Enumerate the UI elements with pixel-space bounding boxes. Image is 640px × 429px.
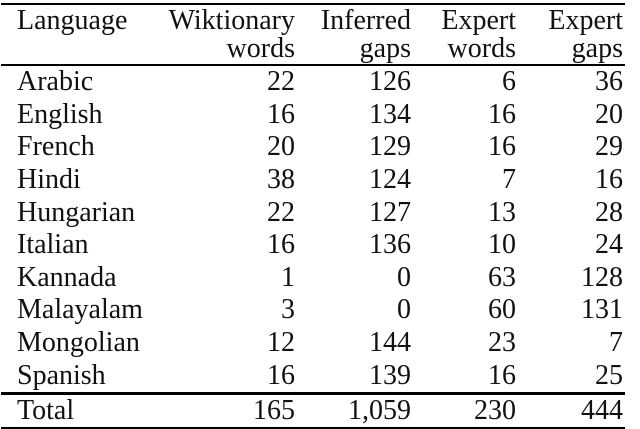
- table-row: Hindi 38 124 7 16: [1, 164, 625, 197]
- expert-gaps-cell: 131: [581, 294, 623, 326]
- wiktionary-words-cell: 20: [267, 131, 295, 163]
- wiktionary-words-cell: 16: [267, 229, 295, 261]
- language-cell: Hindi: [17, 164, 81, 196]
- total-wiktionary-words-cell: 165: [253, 394, 295, 426]
- inferred-gaps-cell: 126: [369, 66, 411, 98]
- inferred-gaps-cell: 127: [369, 196, 411, 228]
- table-row: Hungarian 22 127 13 28: [1, 196, 625, 229]
- col-header-sublabel: gaps: [571, 33, 623, 64]
- expert-words-cell: 16: [488, 359, 516, 391]
- table-row: Spanish 16 139 16 25: [1, 359, 625, 393]
- col-header-expert-gaps: Expert gaps: [518, 4, 625, 65]
- table-header: Language Wiktionary words Inferred gaps …: [1, 4, 625, 65]
- language-stats-table: Language Wiktionary words Inferred gaps …: [1, 3, 625, 429]
- wiktionary-words-cell: 22: [267, 196, 295, 228]
- col-header-sublabel: [17, 35, 161, 63]
- table-row: Mongolian 12 144 23 7: [1, 327, 625, 360]
- inferred-gaps-cell: 129: [369, 131, 411, 163]
- language-cell: Spanish: [17, 359, 106, 391]
- language-cell: Mongolian: [17, 327, 140, 359]
- language-cell: Italian: [17, 229, 89, 261]
- expert-words-cell: 13: [488, 196, 516, 228]
- col-header-label: Inferred: [320, 5, 411, 36]
- inferred-gaps-cell: 136: [369, 229, 411, 261]
- table-row: Malayalam 3 0 60 131: [1, 294, 625, 327]
- expert-words-cell: 16: [488, 98, 516, 130]
- col-header-label: Language: [17, 5, 128, 36]
- expert-words-cell: 16: [488, 131, 516, 163]
- language-cell: Arabic: [17, 66, 94, 98]
- col-header-expert-words: Expert words: [413, 4, 518, 65]
- language-cell: English: [17, 98, 103, 130]
- expert-words-cell: 63: [488, 261, 516, 293]
- col-header-inferred-gaps: Inferred gaps: [297, 4, 413, 65]
- inferred-gaps-cell: 124: [369, 164, 411, 196]
- inferred-gaps-cell: 0: [397, 261, 411, 293]
- table-row: Kannada 1 0 63 128: [1, 262, 625, 295]
- language-cell: Kannada: [17, 261, 117, 293]
- col-header-label: Expert: [441, 5, 516, 36]
- expert-gaps-cell: 16: [595, 164, 623, 196]
- table-row: Italian 16 136 10 24: [1, 229, 625, 262]
- wiktionary-words-cell: 22: [267, 66, 295, 98]
- col-header-wiktionary-words: Wiktionary words: [161, 4, 297, 65]
- wiktionary-words-cell: 16: [267, 98, 295, 130]
- total-expert-words-cell: 230: [474, 394, 516, 426]
- wiktionary-words-cell: 3: [281, 294, 295, 326]
- col-header-sublabel: words: [226, 33, 295, 64]
- total-inferred-gaps-cell: 1,059: [348, 394, 411, 426]
- language-cell: Hungarian: [17, 196, 136, 228]
- wiktionary-words-cell: 12: [267, 327, 295, 359]
- language-cell: French: [17, 131, 95, 163]
- expert-words-cell: 10: [488, 229, 516, 261]
- inferred-gaps-cell: 139: [369, 359, 411, 391]
- inferred-gaps-cell: 134: [369, 98, 411, 130]
- col-header-sublabel: gaps: [359, 33, 411, 64]
- expert-gaps-cell: 7: [609, 327, 623, 359]
- wiktionary-words-cell: 16: [267, 359, 295, 391]
- wiktionary-words-cell: 1: [281, 261, 295, 293]
- expert-words-cell: 6: [502, 66, 516, 98]
- expert-gaps-cell: 128: [581, 261, 623, 293]
- expert-words-cell: 7: [502, 164, 516, 196]
- expert-words-cell: 23: [488, 327, 516, 359]
- expert-gaps-cell: 29: [595, 131, 623, 163]
- table-row: Arabic 22 126 6 36: [1, 65, 625, 99]
- total-expert-gaps-cell: 444: [581, 394, 623, 426]
- expert-gaps-cell: 36: [595, 66, 623, 98]
- total-row: Total 165 1,059 230 444: [1, 393, 625, 428]
- language-cell: Malayalam: [17, 294, 143, 326]
- table-row: French 20 129 16 29: [1, 131, 625, 164]
- expert-gaps-cell: 24: [595, 229, 623, 261]
- expert-words-cell: 60: [488, 294, 516, 326]
- header-row: Language Wiktionary words Inferred gaps …: [1, 4, 625, 65]
- col-header-sublabel: words: [447, 33, 516, 64]
- expert-gaps-cell: 28: [595, 196, 623, 228]
- table-body: Arabic 22 126 6 36 English 16 134 16 20 …: [1, 65, 625, 393]
- inferred-gaps-cell: 0: [397, 294, 411, 326]
- col-header-label: Expert: [548, 5, 623, 36]
- total-label-cell: Total: [17, 394, 75, 426]
- table-footer: Total 165 1,059 230 444: [1, 393, 625, 428]
- col-header-language: Language: [1, 4, 161, 65]
- wiktionary-words-cell: 38: [267, 164, 295, 196]
- expert-gaps-cell: 20: [595, 98, 623, 130]
- table-row: English 16 134 16 20: [1, 99, 625, 132]
- col-header-label: Wiktionary: [168, 5, 295, 36]
- inferred-gaps-cell: 144: [369, 327, 411, 359]
- expert-gaps-cell: 25: [595, 359, 623, 391]
